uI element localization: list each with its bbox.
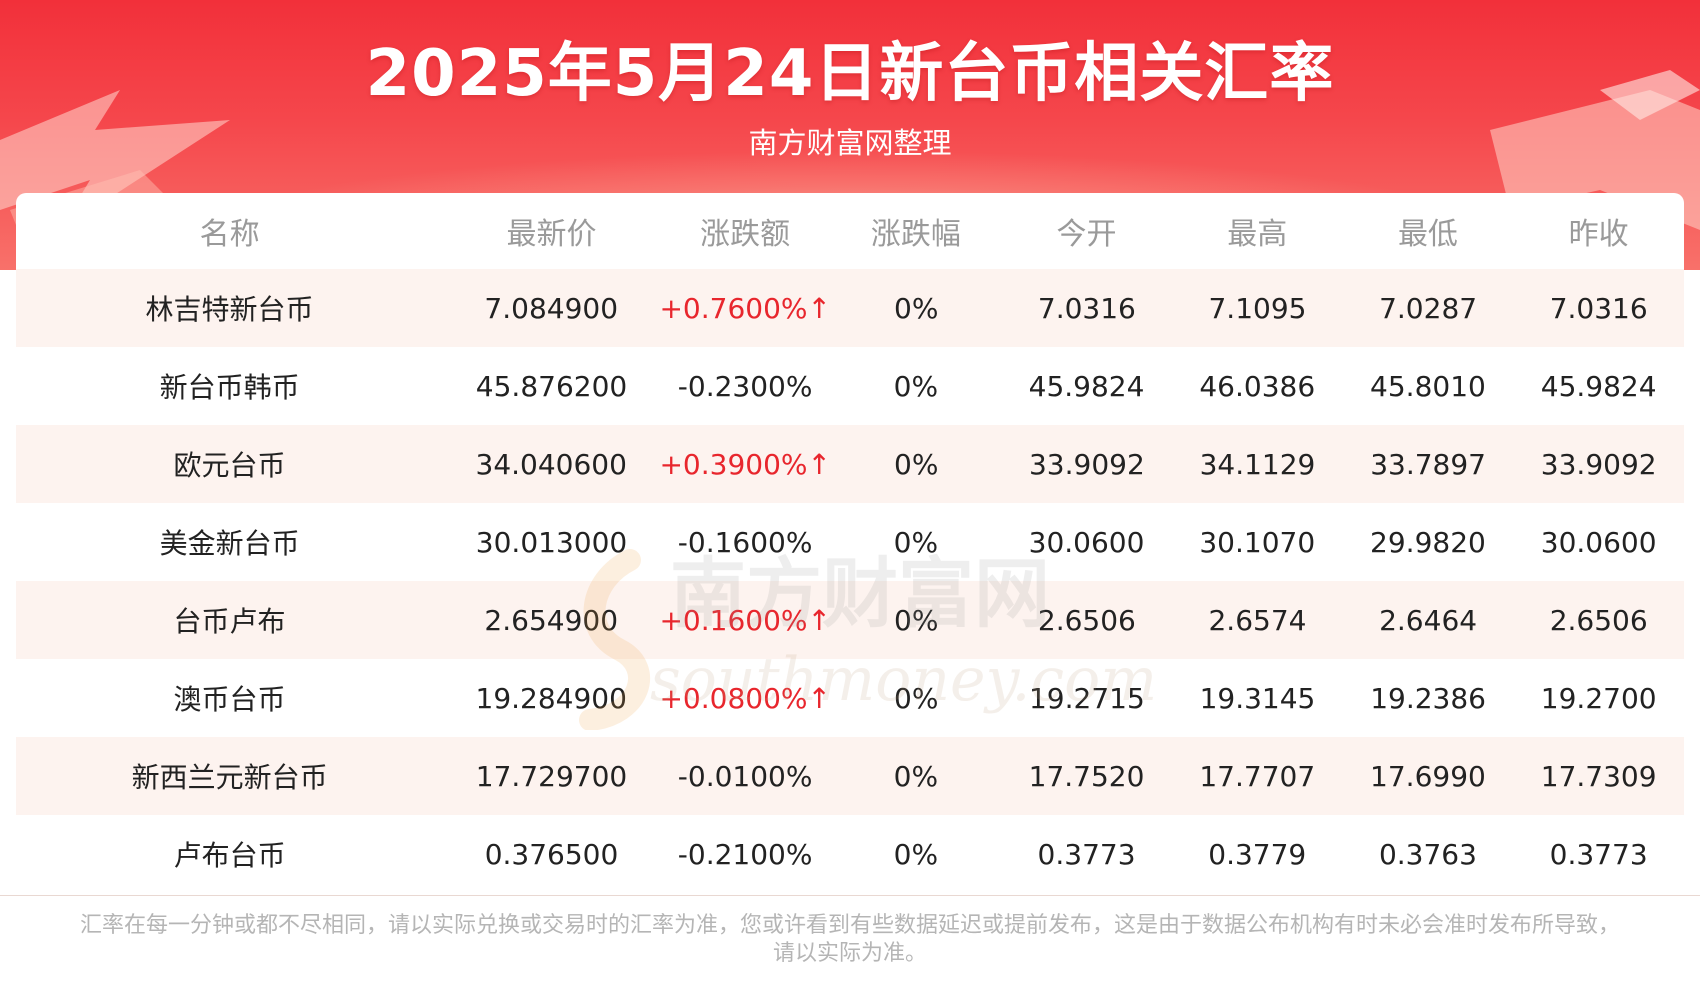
low-price: 17.6990 — [1370, 759, 1486, 793]
latest-price: 0.376500 — [484, 837, 619, 871]
high-price: 17.7707 — [1199, 759, 1316, 793]
change-amount: +0.0800%↑ — [659, 681, 831, 715]
page-title: 2025年5月24日新台币相关汇率 — [365, 37, 1335, 111]
rates-table: 名称 最新价 涨跌额 涨跌幅 今开 最高 最低 昨收 林吉特新台币 7.0849… — [16, 193, 1684, 893]
change-percent: 0% — [894, 447, 939, 481]
open-price: 17.7520 — [1028, 759, 1145, 793]
change-amount: -0.2300% — [677, 369, 813, 403]
prev-close-price: 45.9824 — [1540, 369, 1657, 403]
column-header-name: 名称 — [199, 217, 260, 252]
currency-pair-name: 美金新台币 — [159, 527, 300, 560]
low-price: 29.9820 — [1370, 525, 1486, 559]
low-price: 7.0287 — [1379, 291, 1478, 325]
low-price: 45.8010 — [1370, 369, 1486, 403]
latest-price: 17.729700 — [475, 759, 628, 793]
table-row: 林吉特新台币 7.084900 +0.7600%↑ 0% 7.0316 7.10… — [16, 269, 1684, 347]
high-price: 30.1070 — [1199, 525, 1316, 559]
column-header-latest: 最新价 — [506, 217, 597, 252]
table-row: 新西兰元新台币 17.729700 -0.0100% 0% 17.7520 17… — [16, 737, 1684, 815]
latest-price: 45.876200 — [475, 369, 628, 403]
high-price: 19.3145 — [1199, 681, 1316, 715]
column-header-low: 最低 — [1397, 217, 1458, 252]
currency-pair-name: 卢布台币 — [173, 839, 286, 872]
open-price: 7.0316 — [1037, 291, 1136, 325]
high-price: 2.6574 — [1208, 603, 1307, 637]
change-percent: 0% — [893, 369, 939, 403]
table-row: 新台币韩币 45.876200 -0.2300% 0% 45.9824 46.0… — [16, 347, 1684, 425]
currency-pair-name: 欧元台币 — [173, 449, 286, 482]
latest-price: 34.040600 — [475, 447, 627, 481]
table-row: 台币卢布 2.654900 +0.1600%↑ 0% 2.6506 2.6574… — [16, 581, 1684, 659]
prev-close-price: 17.7309 — [1540, 759, 1657, 793]
change-percent: 0% — [893, 759, 939, 793]
disclaimer-line-2: 请以实际为准。 — [772, 941, 927, 966]
column-header-prev-close: 昨收 — [1568, 217, 1629, 252]
table-row: 澳币台币 19.284900 +0.0800%↑ 0% 19.2715 19.3… — [16, 659, 1684, 737]
column-header-change: 涨跌额 — [700, 217, 791, 252]
high-price: 46.0386 — [1199, 369, 1316, 403]
table-row: 欧元台币 34.040600 +0.3900%↑ 0% 33.9092 34.1… — [16, 425, 1684, 503]
latest-price: 30.013000 — [475, 525, 628, 559]
change-percent: 0% — [894, 681, 939, 715]
currency-pair-name: 澳币台币 — [173, 683, 286, 716]
prev-close-price: 30.0600 — [1540, 525, 1657, 559]
open-price: 0.3773 — [1037, 837, 1136, 871]
open-price: 2.6506 — [1037, 603, 1136, 637]
high-price: 7.1095 — [1208, 291, 1307, 325]
open-price: 45.9824 — [1028, 369, 1145, 403]
column-header-high: 最高 — [1227, 217, 1288, 252]
currency-pair-name: 台币卢布 — [173, 605, 286, 638]
latest-price: 19.284900 — [475, 681, 627, 715]
footer-disclaimer: 汇率在每一分钟或都不尽相同，请以实际兑换或交易时的汇率为准，您或许看到有些数据延… — [70, 912, 1630, 968]
currency-pair-name: 新台币韩币 — [159, 371, 300, 404]
change-amount: +0.7600%↑ — [659, 291, 831, 325]
prev-close-price: 2.6506 — [1549, 603, 1648, 637]
currency-pair-name: 林吉特新台币 — [145, 293, 314, 326]
prev-close-price: 19.2700 — [1540, 681, 1657, 715]
column-header-change-percent: 涨跌幅 — [870, 217, 961, 252]
prev-close-price: 7.0316 — [1549, 291, 1648, 325]
open-price: 33.9092 — [1028, 447, 1145, 481]
table-row: 美金新台币 30.013000 -0.1600% 0% 30.0600 30.1… — [16, 503, 1684, 581]
prev-close-price: 0.3773 — [1549, 837, 1648, 871]
high-price: 0.3779 — [1208, 837, 1307, 871]
low-price: 2.6464 — [1379, 603, 1478, 637]
low-price: 33.7897 — [1370, 447, 1486, 481]
currency-pair-name: 新西兰元新台币 — [131, 761, 328, 794]
change-percent: 0% — [893, 525, 939, 559]
prev-close-price: 33.9092 — [1540, 447, 1657, 481]
table-row: 卢布台币 0.376500 -0.2100% 0% 0.3773 0.3779 … — [16, 815, 1684, 893]
low-price: 19.2386 — [1370, 681, 1486, 715]
change-amount: +0.1600%↑ — [659, 603, 831, 637]
change-amount: -0.2100% — [677, 837, 813, 871]
table-header: 名称 最新价 涨跌额 涨跌幅 今开 最高 最低 昨收 — [16, 193, 1684, 269]
change-amount: -0.0100% — [677, 759, 813, 793]
change-amount: +0.3900%↑ — [659, 447, 831, 481]
page-subtitle: 南方财富网整理 — [748, 126, 952, 160]
low-price: 0.3763 — [1378, 837, 1477, 871]
latest-price: 7.084900 — [484, 291, 619, 325]
change-percent: 0% — [894, 603, 939, 637]
open-price: 19.2715 — [1028, 681, 1145, 715]
footer-divider — [0, 895, 1700, 896]
latest-price: 2.654900 — [484, 603, 619, 637]
disclaimer-line-1: 汇率在每一分钟或都不尽相同，请以实际兑换或交易时的汇率为准，您或许看到有些数据延… — [79, 913, 1620, 938]
open-price: 30.0600 — [1028, 525, 1145, 559]
change-percent: 0% — [894, 291, 939, 325]
change-amount: -0.1600% — [677, 525, 813, 559]
column-header-open: 今开 — [1056, 217, 1117, 252]
change-percent: 0% — [893, 837, 939, 871]
high-price: 34.1129 — [1199, 447, 1316, 481]
